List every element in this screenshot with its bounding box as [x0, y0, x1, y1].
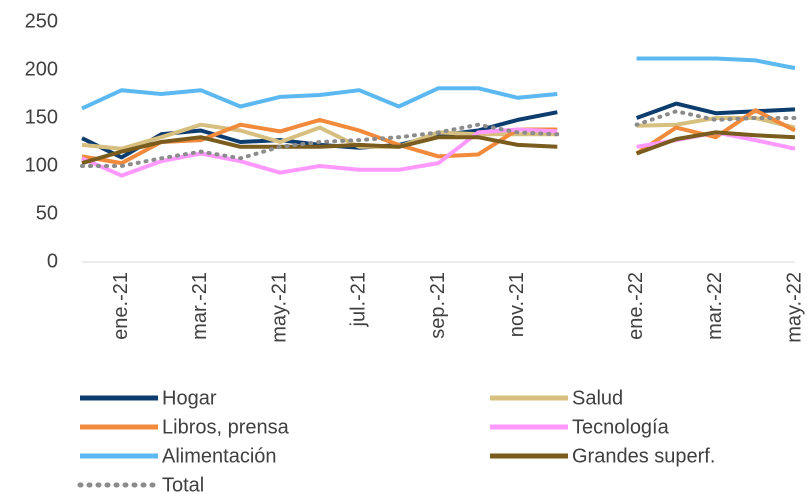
- x-tick-label: may.-22: [783, 272, 805, 343]
- y-tick-label: 50: [36, 202, 58, 224]
- legend-label: Hogar: [162, 387, 217, 409]
- y-tick-label: 200: [25, 58, 58, 80]
- x-tick-label: mar.-21: [189, 272, 211, 340]
- series-line: [80, 109, 797, 168]
- y-tick-label: 100: [25, 154, 58, 176]
- x-tick-label: jul.-21: [348, 272, 370, 327]
- legend-label: Libros, prensa: [162, 416, 290, 438]
- legend-label: Salud: [572, 387, 623, 409]
- series-line: [81, 56, 796, 111]
- x-tick-label: may.-21: [268, 272, 290, 343]
- x-tick-label: nov.-21: [506, 272, 528, 337]
- legend-label: Grandes superf.: [572, 445, 715, 467]
- x-tick-label: mar.-22: [704, 272, 726, 340]
- legend-label: Tecnología: [572, 416, 670, 438]
- x-tick-label: ene.-22: [625, 272, 647, 340]
- series-line: [81, 130, 796, 166]
- y-tick-label: 0: [47, 250, 58, 272]
- y-tick-label: 150: [25, 106, 58, 128]
- x-tick-label: sep.-21: [427, 272, 449, 339]
- legend-label: Total: [162, 474, 204, 494]
- legend-label: Alimentación: [162, 445, 277, 467]
- x-tick-label: ene.-21: [110, 272, 132, 340]
- y-tick-label: 250: [25, 10, 58, 32]
